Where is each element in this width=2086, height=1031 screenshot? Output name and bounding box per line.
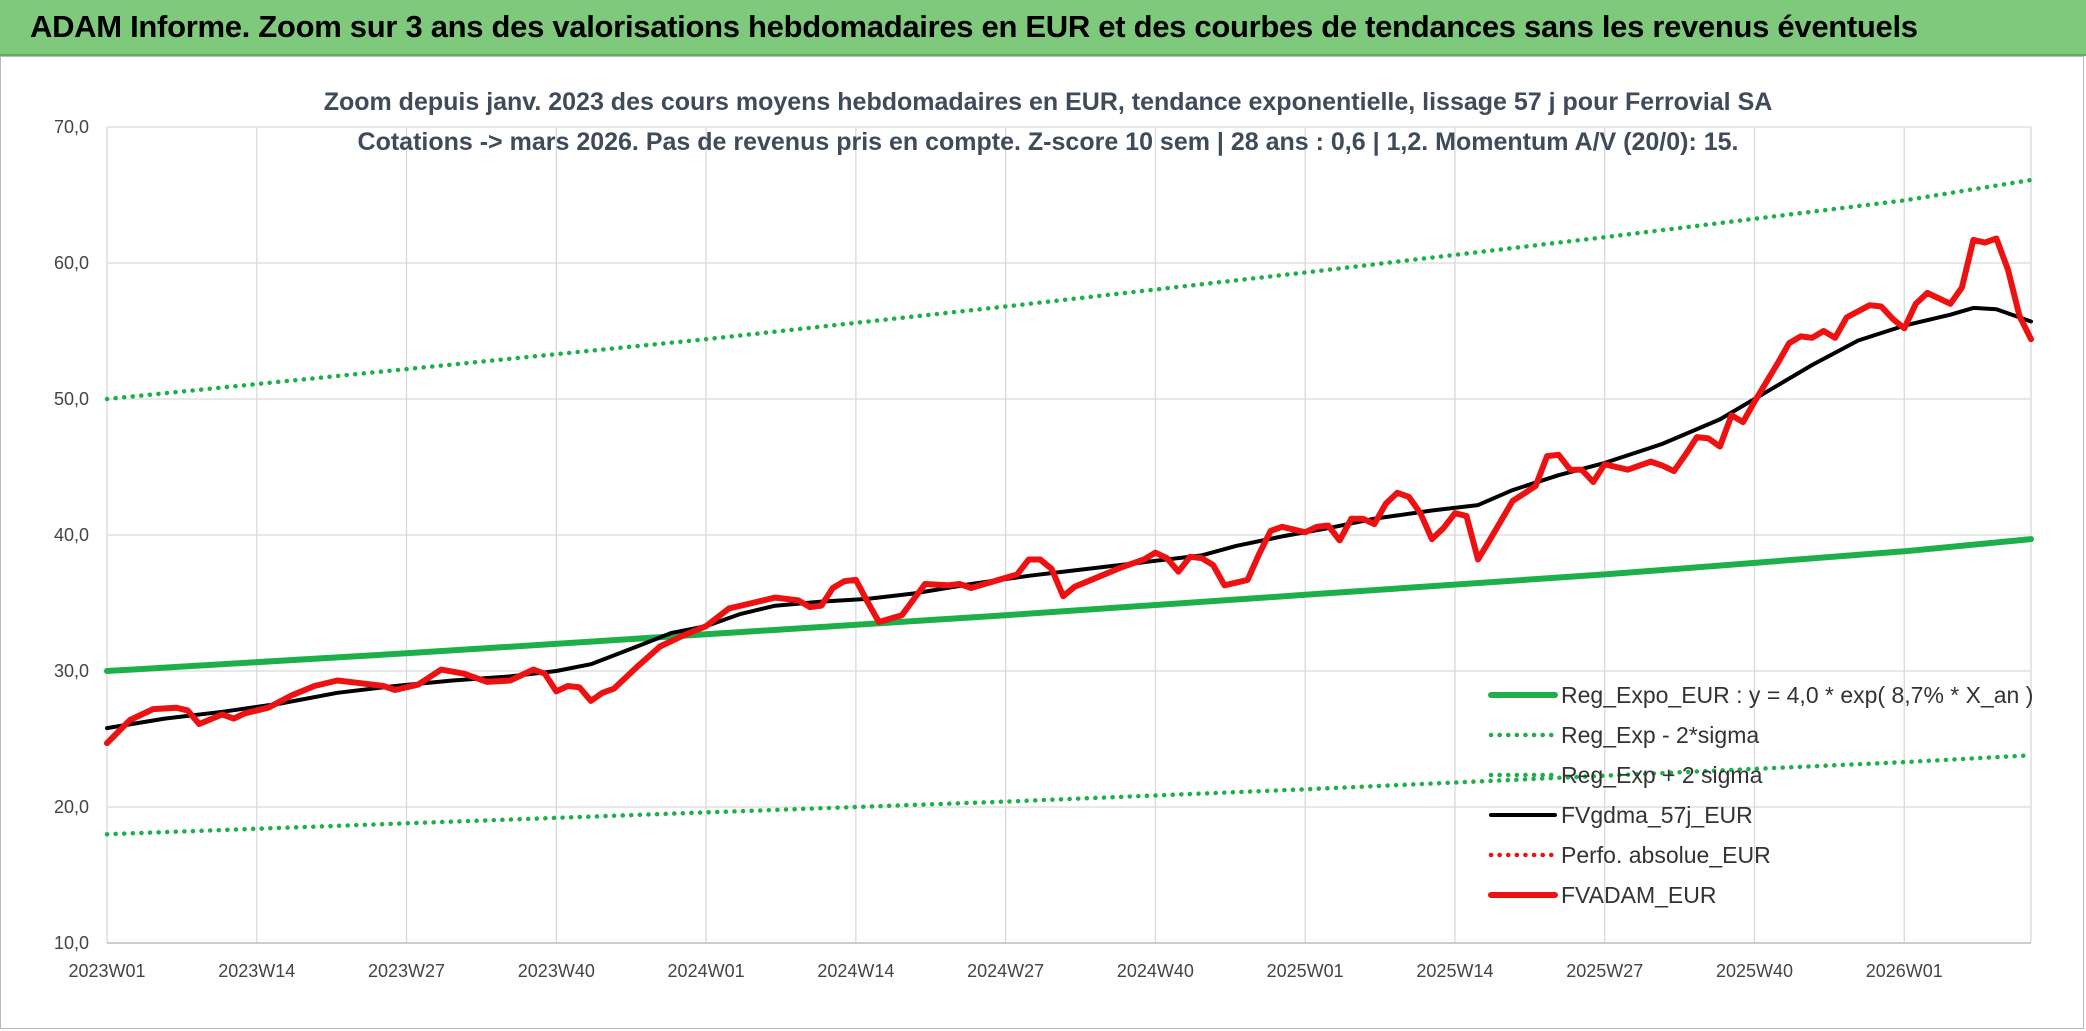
report-banner: ADAM Informe. Zoom sur 3 ans des valoris… xyxy=(0,0,2086,56)
x-tick-label: 2025W27 xyxy=(1566,961,1643,981)
chart-legend: Reg_Expo_EUR : y = 4,0 * exp( 8,7% * X_a… xyxy=(1488,682,2033,908)
y-axis: 10,0 20,0 30,0 40,0 50,0 60,0 70,0 xyxy=(54,117,89,953)
legend-label: Reg_Expo_EUR : y = 4,0 * exp( 8,7% * X_a… xyxy=(1561,682,2033,708)
y-tick-label: 20,0 xyxy=(54,797,89,817)
series-line-5 xyxy=(104,235,2034,747)
x-tick-label: 2026W01 xyxy=(1866,961,1943,981)
x-axis: 2023W01 2023W14 2023W27 2023W40 2024W01 2024W… xyxy=(68,942,2031,981)
y-tick-label: 60,0 xyxy=(54,253,89,273)
x-tick-label: 2025W40 xyxy=(1716,961,1793,981)
x-tick-label: 2024W40 xyxy=(1117,961,1194,981)
x-tick-label: 2024W27 xyxy=(967,961,1044,981)
y-tick-label: 40,0 xyxy=(54,525,89,545)
series-line-1 xyxy=(104,753,2034,837)
x-tick-label: 2023W01 xyxy=(68,961,145,981)
x-tick-label: 2024W14 xyxy=(817,961,894,981)
chart-series xyxy=(104,177,2034,837)
x-tick-label: 2023W14 xyxy=(218,961,295,981)
x-tick-label: 2023W27 xyxy=(368,961,445,981)
chart-title: Zoom depuis janv. 2023 des cours moyens … xyxy=(324,88,1773,116)
chart-subtitle: Cotations -> mars 2026. Pas de revenus p… xyxy=(358,128,1739,156)
chart-frame: 10,0 20,0 30,0 40,0 50,0 60,0 70,0 2023W01 2023… xyxy=(0,56,2084,1029)
chart-grid xyxy=(106,126,2032,944)
x-tick-label: 2025W01 xyxy=(1267,961,1344,981)
y-tick-label: 10,0 xyxy=(54,933,89,953)
x-tick-label: 2023W40 xyxy=(518,961,595,981)
series-line-2 xyxy=(104,177,2034,402)
y-tick-label: 30,0 xyxy=(54,661,89,681)
x-tick-label: 2024W01 xyxy=(668,961,745,981)
legend-label: FVgdma_57j_EUR xyxy=(1561,802,1753,828)
legend-label: Perfo. absolue_EUR xyxy=(1561,842,1771,868)
chart-svg: 10,020,030,040,050,060,070,0 2023W01 2023… xyxy=(54,88,2034,981)
legend-label: Reg_Exp - 2*sigma xyxy=(1561,722,1759,748)
series-line-3 xyxy=(105,305,2033,731)
legend-label: Reg_Exp + 2 sigma xyxy=(1561,762,1763,788)
series-line-0 xyxy=(104,536,2034,674)
legend-label: FVADAM_EUR xyxy=(1561,882,1717,908)
y-tick-label: 70,0 xyxy=(54,117,89,137)
banner-title: ADAM Informe. Zoom sur 3 ans des valoris… xyxy=(30,9,1918,44)
y-tick-label: 50,0 xyxy=(54,389,89,409)
x-tick-label: 2025W14 xyxy=(1416,961,1493,981)
